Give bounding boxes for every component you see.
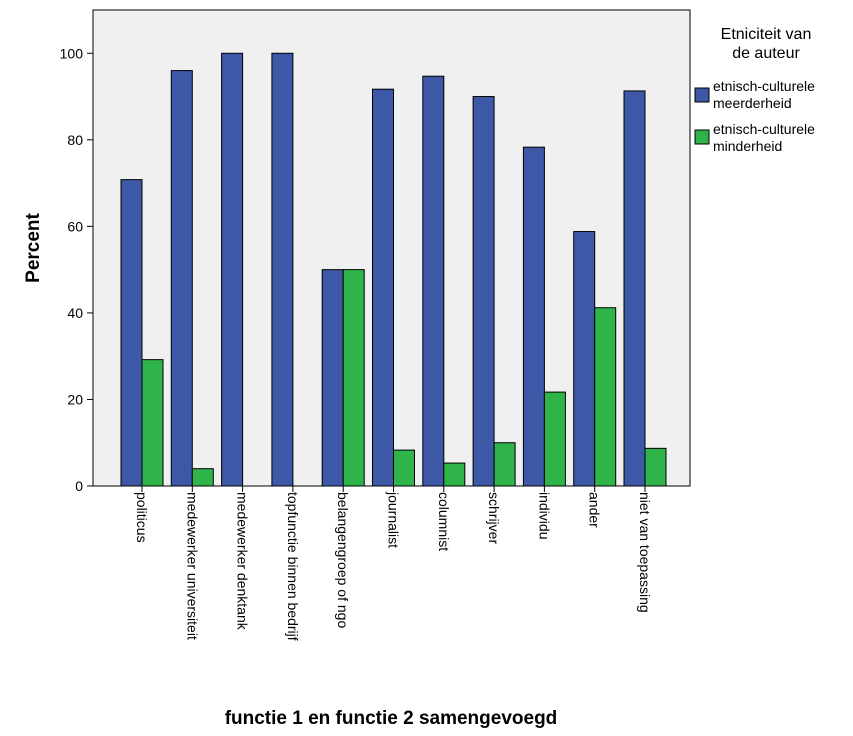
bar-meerderheid (422, 75, 445, 487)
bar-meerderheid (120, 179, 143, 487)
x-tick-label: topfunctie binnen bedrijf (285, 492, 301, 641)
y-tick-label: 40 (67, 305, 83, 321)
legend-label-minderheid: etnisch-culturele (713, 121, 815, 137)
legend-swatch-minderheid (694, 129, 710, 145)
x-axis-title: functie 1 en functie 2 samengevoegd (225, 708, 558, 729)
y-tick-label: 80 (67, 132, 83, 148)
x-tick-label: columnist (436, 492, 452, 551)
x-tick-label: journalist (386, 491, 402, 548)
bar-minderheid (191, 468, 214, 487)
y-tick-label: 100 (60, 45, 84, 61)
legend: Etniciteit van de auteur etnisch-culture… (694, 26, 815, 154)
y-tick-label: 20 (67, 391, 83, 407)
x-tick-label: schrijver (486, 492, 502, 544)
x-tick-label: niet van toepassing (637, 492, 653, 613)
bar-meerderheid (271, 52, 294, 487)
bar-minderheid (644, 447, 667, 487)
bar-minderheid (443, 462, 466, 487)
x-tick-label: individu (536, 492, 552, 539)
bar-meerderheid (472, 96, 495, 487)
bar-meerderheid (573, 231, 596, 487)
bars-group (120, 52, 667, 487)
legend-title: Etniciteit van (721, 26, 812, 43)
x-tick-label: medewerker denktank (235, 492, 251, 631)
x-tick-label: politicus (134, 492, 150, 543)
bar-minderheid (141, 359, 164, 487)
legend-swatch-meerderheid (694, 87, 710, 103)
legend-label-meerderheid-line-2: meerderheid (713, 95, 792, 111)
bar-meerderheid (221, 52, 244, 487)
y-tick-label: 60 (67, 218, 83, 234)
legend-label-minderheid-line-2: minderheid (713, 138, 782, 154)
bar-meerderheid (170, 70, 193, 487)
bar-meerderheid (321, 269, 344, 487)
x-axis: politicus medewerker universiteit medewerk… (134, 486, 653, 641)
legend-label-meerderheid: etnisch-culturele (713, 78, 815, 94)
legend-title-line-2: de auteur (732, 45, 800, 62)
x-tick-label: ander (587, 492, 603, 528)
bar-minderheid (594, 307, 617, 487)
bar-minderheid (393, 449, 415, 487)
y-axis: 0 20 40 60 80 100 (60, 45, 93, 494)
x-tick-label: medewerker universiteit (184, 492, 200, 640)
y-axis-title: Percent (23, 212, 44, 282)
bar-minderheid (543, 391, 566, 487)
bar-minderheid (342, 269, 365, 487)
y-tick-label: 0 (75, 478, 83, 494)
x-tick-label: belangengroep of ngo (335, 492, 351, 628)
bar-minderheid (493, 442, 516, 487)
bar-meerderheid (372, 88, 394, 487)
bar-meerderheid (522, 146, 545, 487)
bar-meerderheid (623, 90, 646, 487)
